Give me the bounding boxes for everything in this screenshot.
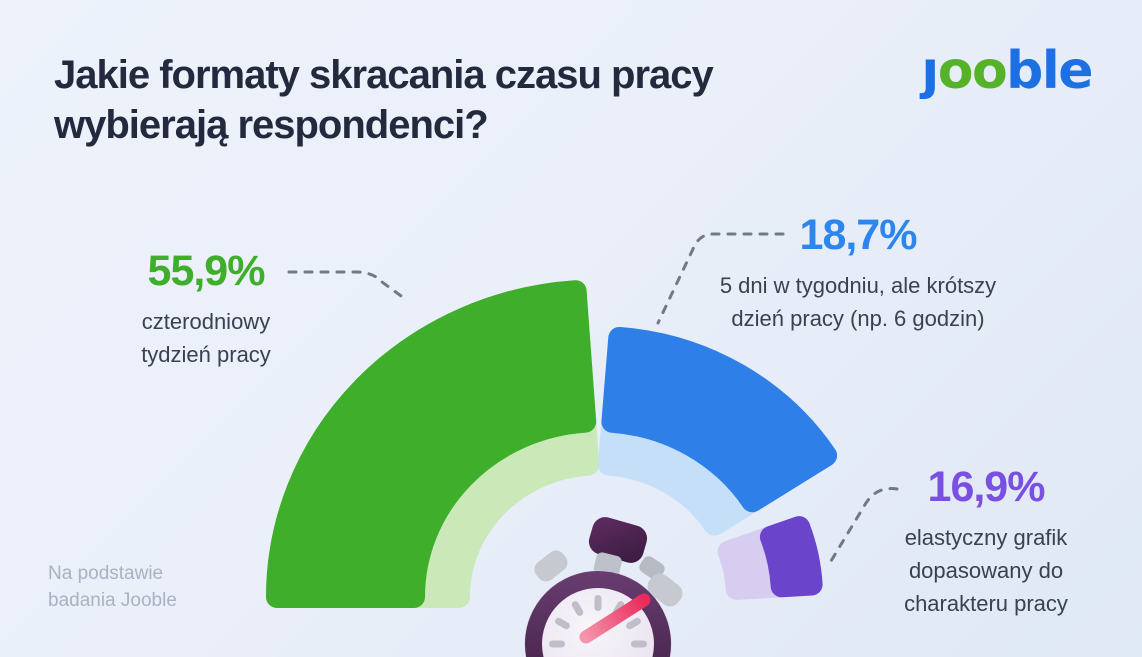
stopwatch-ring-and-face xyxy=(525,571,671,657)
stopwatch-tick-marks xyxy=(549,595,647,648)
stopwatch-left-button xyxy=(534,550,568,582)
callout-five-short-days: 18,7% 5 dni w tygodniu, ale krótszy dzie… xyxy=(706,212,1010,335)
page-title-line2: wybierają respondenci? xyxy=(54,103,489,147)
connector-purple xyxy=(829,487,899,563)
logo-part-1: oo xyxy=(937,41,1008,101)
percent-value-purple: 16,9% xyxy=(927,463,1046,511)
logo-part-0: ȷ xyxy=(921,41,939,101)
callout-label-purple: elastyczny grafik dopasowany do charakte… xyxy=(904,525,1068,616)
tick-mark xyxy=(626,617,641,630)
source-note: Na podstawie badania Jooble xyxy=(48,563,177,611)
callout-four-day-week: 55,9% czterodniowy tydzień pracy xyxy=(76,248,336,371)
stopwatch-hand xyxy=(579,593,651,644)
segment-2-outer-band xyxy=(759,516,823,598)
percent-value-green: 55,9% xyxy=(147,247,266,295)
page-title-line1: Jakie formaty skracania czasu pracy xyxy=(54,53,714,97)
segment-0-outer-band xyxy=(266,280,597,608)
callout-label-green: czterodniowy tydzień pracy xyxy=(141,309,271,367)
tick-mark xyxy=(571,601,584,616)
segment-1-outer-band xyxy=(601,327,838,513)
stopwatch-illustration xyxy=(524,517,683,657)
callout-connectors xyxy=(287,232,899,563)
chart-segments xyxy=(266,280,838,608)
connector-blue xyxy=(656,232,785,325)
connector-green xyxy=(287,270,410,303)
jooble-logo: ȷooble xyxy=(921,41,1093,101)
stopwatch-right-button xyxy=(647,573,683,607)
callout-label-blue: 5 dni w tygodniu, ale krótszy dzień prac… xyxy=(719,273,997,331)
stopwatch-crown-button xyxy=(588,517,648,563)
tick-mark xyxy=(594,595,602,611)
tick-mark xyxy=(631,640,647,648)
tick-mark xyxy=(549,640,565,648)
page-title: Jakie formaty skracania czasu pracy wybi… xyxy=(54,50,774,150)
callout-flexible-schedule: 16,9% elastyczny grafik dopasowany do ch… xyxy=(858,464,1114,620)
percent-value-blue: 18,7% xyxy=(799,211,918,259)
tick-mark xyxy=(555,617,570,630)
logo-part-2: ble xyxy=(1006,41,1093,101)
